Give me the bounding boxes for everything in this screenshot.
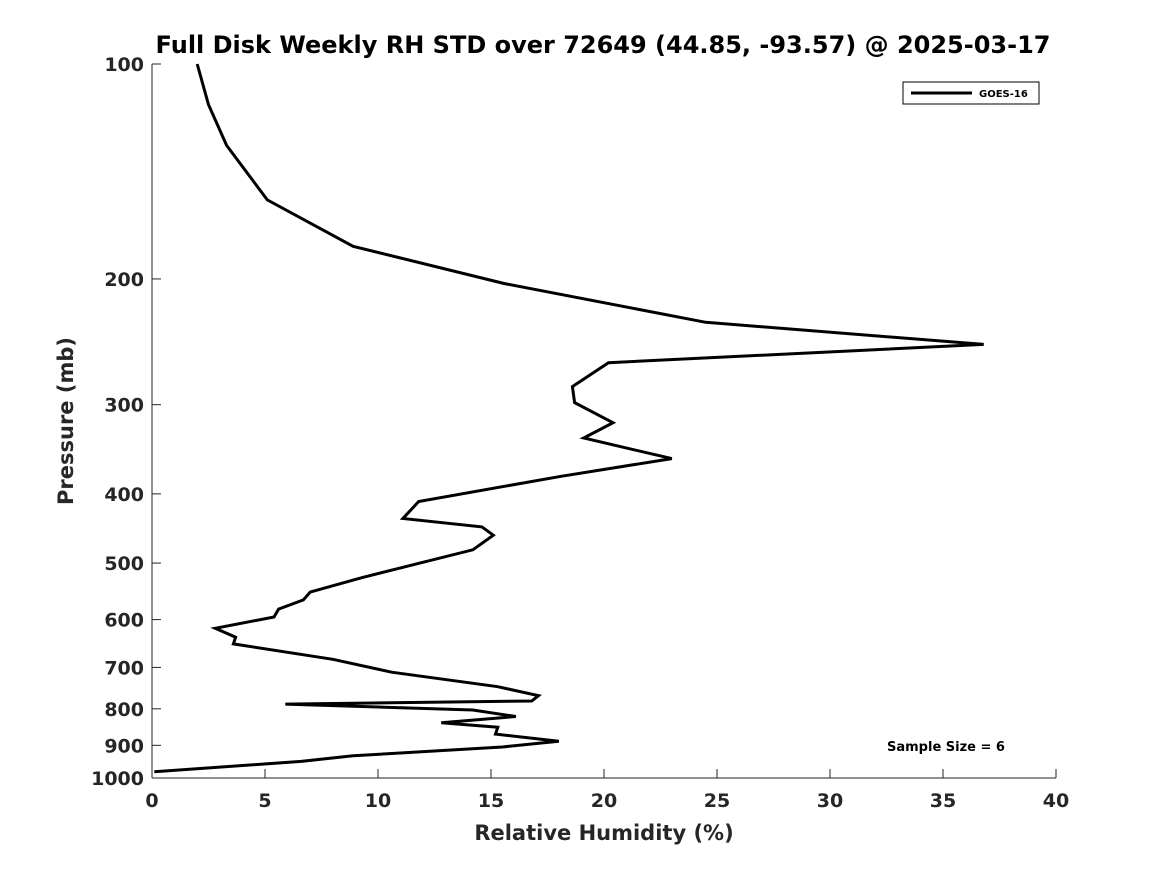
x-tick-label: 35 — [930, 790, 956, 812]
y-tick-label: 600 — [104, 610, 144, 632]
series-line-goes-16 — [154, 63, 984, 774]
x-tick-label: 20 — [591, 790, 617, 812]
x-tick-label: 15 — [478, 790, 504, 812]
x-tick-label: 40 — [1043, 790, 1069, 812]
x-tick-label: 5 — [258, 790, 271, 812]
x-tick-label: 0 — [145, 790, 158, 812]
y-tick-label: 300 — [104, 395, 144, 417]
y-tick-label: 800 — [104, 699, 144, 721]
y-axis-label: Pressure (mb) — [54, 337, 78, 505]
y-tick-label: 500 — [104, 553, 144, 575]
x-tick-label: 25 — [704, 790, 730, 812]
y-ticks: 100 200 300 400 500 600 700 800 900 1000 — [91, 54, 161, 790]
y-tick-label: 1000 — [91, 768, 144, 790]
x-axis-label: Relative Humidity (%) — [474, 821, 733, 845]
legend-label-goes-16: GOES-16 — [979, 89, 1028, 100]
y-tick-label: 200 — [104, 269, 144, 291]
y-tick-label: 900 — [104, 735, 144, 757]
x-tick-label: 10 — [365, 790, 391, 812]
sample-size-annotation: Sample Size = 6 — [887, 740, 1005, 755]
legend: GOES-16 — [902, 81, 1040, 105]
y-tick-label: 100 — [104, 54, 144, 76]
x-tick-label: 30 — [817, 790, 843, 812]
chart-title: Full Disk Weekly RH STD over 72649 (44.8… — [156, 31, 1051, 59]
y-tick-label: 400 — [104, 484, 144, 506]
x-ticks: 0 5 10 15 20 25 30 35 40 — [145, 769, 1069, 812]
y-tick-label: 700 — [104, 657, 144, 679]
